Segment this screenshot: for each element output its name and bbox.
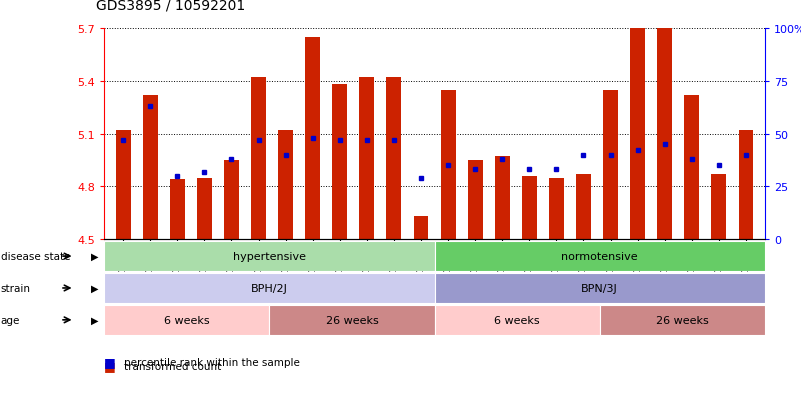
Bar bbox=[386, 78, 401, 240]
Text: strain: strain bbox=[1, 283, 30, 293]
Bar bbox=[495, 157, 509, 240]
Bar bbox=[522, 176, 537, 240]
Text: ■: ■ bbox=[104, 359, 116, 373]
Bar bbox=[269, 305, 434, 335]
Bar bbox=[360, 78, 374, 240]
Bar bbox=[104, 305, 269, 335]
Bar bbox=[115, 131, 131, 240]
Text: 26 weeks: 26 weeks bbox=[325, 315, 378, 325]
Bar bbox=[197, 178, 211, 240]
Bar bbox=[170, 180, 185, 240]
Text: hypertensive: hypertensive bbox=[233, 252, 306, 261]
Bar bbox=[441, 90, 456, 240]
Text: 26 weeks: 26 weeks bbox=[656, 315, 709, 325]
Text: GDS3895 / 10592201: GDS3895 / 10592201 bbox=[96, 0, 245, 12]
Bar bbox=[684, 95, 699, 240]
Bar bbox=[104, 242, 434, 271]
Text: normotensive: normotensive bbox=[562, 252, 638, 261]
Bar bbox=[603, 90, 618, 240]
Text: 6 weeks: 6 weeks bbox=[494, 315, 540, 325]
Bar bbox=[251, 78, 266, 240]
Bar bbox=[305, 38, 320, 240]
Text: ▶: ▶ bbox=[91, 283, 99, 293]
Text: ▶: ▶ bbox=[91, 252, 99, 261]
Bar bbox=[576, 175, 591, 240]
Text: BPH/2J: BPH/2J bbox=[251, 283, 288, 293]
Bar bbox=[549, 178, 564, 240]
Text: BPN/3J: BPN/3J bbox=[582, 283, 618, 293]
Bar bbox=[658, 2, 672, 240]
Bar bbox=[434, 305, 600, 335]
Bar bbox=[630, 29, 645, 240]
Bar bbox=[104, 273, 434, 303]
Bar bbox=[468, 161, 483, 240]
Bar bbox=[332, 85, 347, 240]
Bar bbox=[434, 273, 765, 303]
Bar bbox=[413, 217, 429, 240]
Bar bbox=[434, 242, 765, 271]
Bar bbox=[739, 131, 754, 240]
Text: ■: ■ bbox=[104, 355, 116, 368]
Bar bbox=[600, 305, 765, 335]
Text: percentile rank within the sample: percentile rank within the sample bbox=[124, 357, 300, 367]
Bar bbox=[278, 131, 293, 240]
Bar bbox=[224, 161, 239, 240]
Text: disease state: disease state bbox=[1, 252, 70, 261]
Bar bbox=[143, 95, 158, 240]
Bar bbox=[711, 175, 727, 240]
Text: transformed count: transformed count bbox=[124, 361, 221, 371]
Text: ▶: ▶ bbox=[91, 315, 99, 325]
Text: 6 weeks: 6 weeks bbox=[164, 315, 210, 325]
Text: age: age bbox=[1, 315, 20, 325]
